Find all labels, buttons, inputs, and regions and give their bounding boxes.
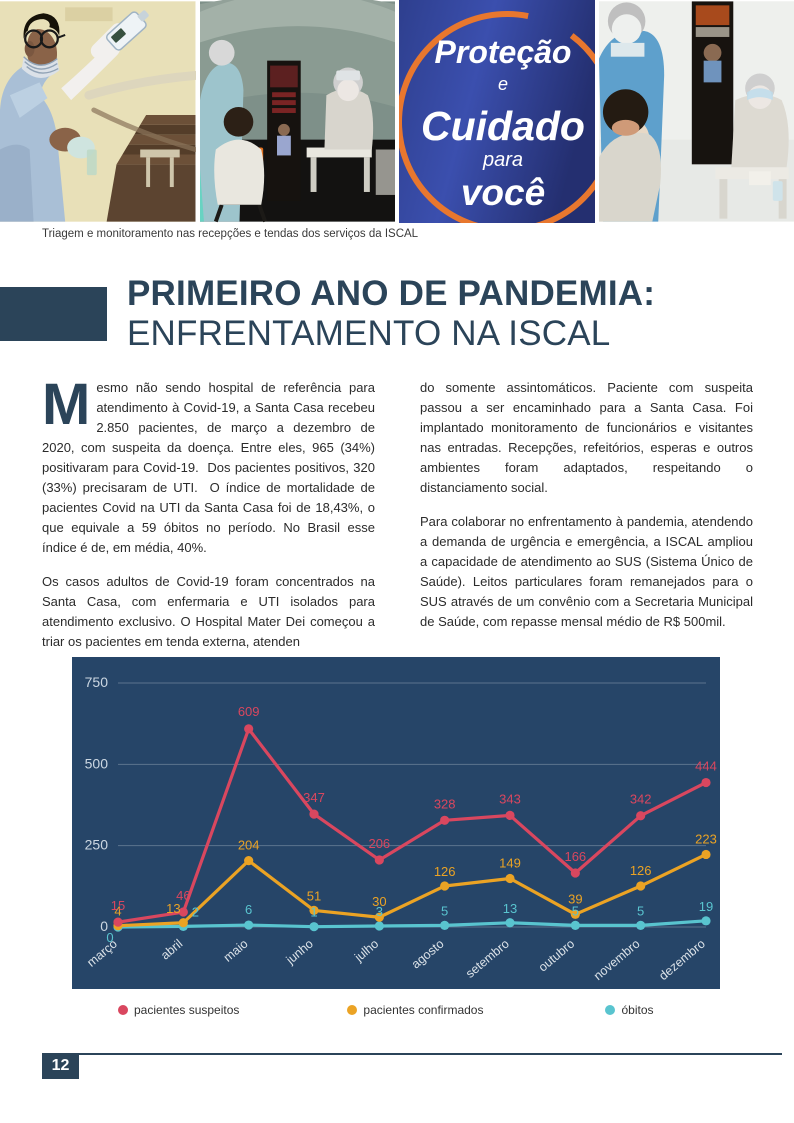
svg-text:39: 39 [568,891,582,906]
svg-text:junho: junho [283,937,316,968]
svg-text:Cuidado: Cuidado [421,103,585,149]
svg-text:abril: abril [158,937,185,963]
svg-text:você: você [461,172,545,213]
svg-text:51: 51 [307,888,321,903]
svg-text:206: 206 [368,836,390,851]
svg-text:março: março [84,937,120,970]
svg-text:204: 204 [238,838,260,853]
svg-text:maio: maio [221,937,251,965]
svg-text:novembro: novembro [591,937,643,983]
svg-text:500: 500 [85,755,109,771]
svg-text:julho: julho [351,937,381,965]
svg-text:13: 13 [503,901,517,916]
svg-text:30: 30 [372,894,386,909]
svg-text:343: 343 [499,791,521,806]
svg-text:dezembro: dezembro [656,937,708,983]
svg-text:Proteção: Proteção [435,34,572,70]
svg-text:setembro: setembro [463,937,512,981]
svg-text:328: 328 [434,796,456,811]
svg-text:2: 2 [192,904,199,919]
svg-text:750: 750 [85,674,109,690]
svg-text:342: 342 [630,792,652,807]
svg-text:444: 444 [695,759,717,774]
svg-text:5: 5 [637,903,644,918]
svg-text:126: 126 [434,864,456,879]
svg-text:0: 0 [106,930,113,945]
svg-text:outubro: outubro [536,937,578,975]
svg-text:46: 46 [176,888,190,903]
svg-text:223: 223 [695,831,717,846]
svg-text:para: para [482,149,523,171]
svg-text:5: 5 [441,903,448,918]
svg-text:126: 126 [630,863,652,878]
svg-text:166: 166 [564,849,586,864]
svg-text:1: 1 [310,905,317,920]
svg-text:347: 347 [303,790,325,805]
svg-text:609: 609 [238,704,260,719]
svg-text:15: 15 [111,898,125,913]
svg-text:250: 250 [85,837,109,853]
svg-text:6: 6 [245,902,252,917]
svg-text:19: 19 [699,899,713,914]
svg-text:agosto: agosto [409,937,447,972]
svg-text:e: e [498,74,508,94]
svg-text:149: 149 [499,856,521,871]
